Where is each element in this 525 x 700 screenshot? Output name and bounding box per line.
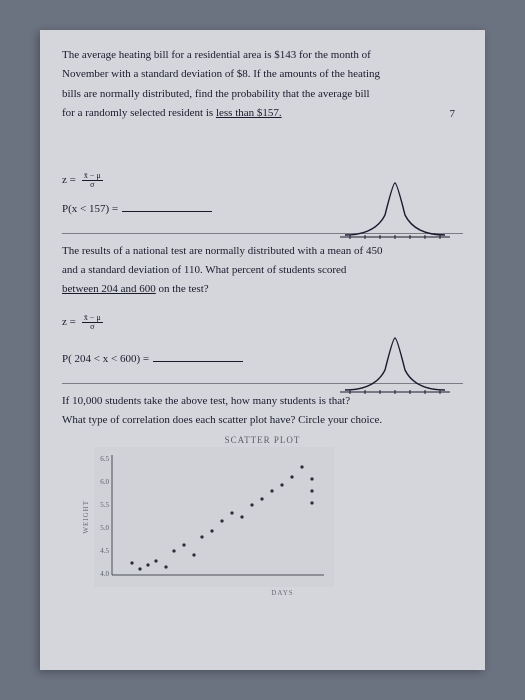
p2-answer-label: P( 204 < x < 600) = — [62, 353, 149, 365]
p2-line2: and a standard deviation of 110. What pe… — [62, 263, 463, 278]
fraction: x̄ − μ σ — [82, 172, 103, 189]
problem-3: If 10,000 students take the above test, … — [62, 394, 463, 597]
p2-line3-post: on the test? — [156, 283, 209, 295]
frac-den: σ — [90, 181, 94, 189]
p2-line1: The results of a national test are norma… — [62, 244, 463, 259]
svg-text:6.0: 6.0 — [100, 478, 109, 486]
p1-line4-under: less than $157. — [216, 107, 282, 119]
scatter-ylabel: WEIGHT — [82, 500, 90, 534]
frac-den-2: σ — [90, 323, 94, 331]
worksheet-page: The average heating bill for a residenti… — [40, 30, 485, 670]
scatter-svg: 6.5 6.0 5.5 5.0 4.5 4.0 — [94, 447, 334, 587]
problem-1: The average heating bill for a residenti… — [62, 48, 463, 215]
svg-text:5.5: 5.5 — [100, 501, 109, 509]
scatter-xlabel: DAYS — [102, 589, 463, 597]
p1-line4: for a randomly selected resident is less… — [62, 106, 463, 121]
svg-text:6.5: 6.5 — [100, 455, 109, 463]
p2-line3-under: between 204 and 600 — [62, 283, 156, 295]
page-number: 7 — [450, 108, 456, 120]
z-label-2: z = — [62, 316, 76, 328]
p1-line4-pre: for a randomly selected resident is — [62, 107, 216, 119]
p1-line3: bills are normally distributed, find the… — [62, 87, 463, 102]
svg-text:4.0: 4.0 — [100, 570, 109, 578]
scatter-plot: WEIGHT 6.5 6.0 5.5 5.0 4.5 4.0 — [82, 447, 463, 587]
p2-line3: between 204 and 600 on the test? — [62, 282, 463, 297]
p3-line2: What type of correlation does each scatt… — [62, 413, 463, 428]
fraction-2: x̄ − μ σ — [82, 314, 103, 331]
bell-curve-1 — [335, 175, 455, 245]
z-label: z = — [62, 174, 76, 186]
bell-curve-2 — [335, 330, 455, 400]
p1-line1: The average heating bill for a residenti… — [62, 48, 463, 63]
answer-blank — [122, 211, 212, 212]
svg-text:4.5: 4.5 — [100, 547, 109, 555]
answer-blank-2 — [153, 361, 243, 362]
svg-text:5.0: 5.0 — [100, 524, 109, 532]
p1-answer-label: P(x < 157) = — [62, 203, 118, 215]
p2-z-formula: z = x̄ − μ σ — [62, 314, 463, 331]
scatter-title: SCATTER PLOT — [62, 435, 463, 445]
p1-line2: November with a standard deviation of $8… — [62, 67, 463, 82]
problem-2: The results of a national test are norma… — [62, 244, 463, 365]
